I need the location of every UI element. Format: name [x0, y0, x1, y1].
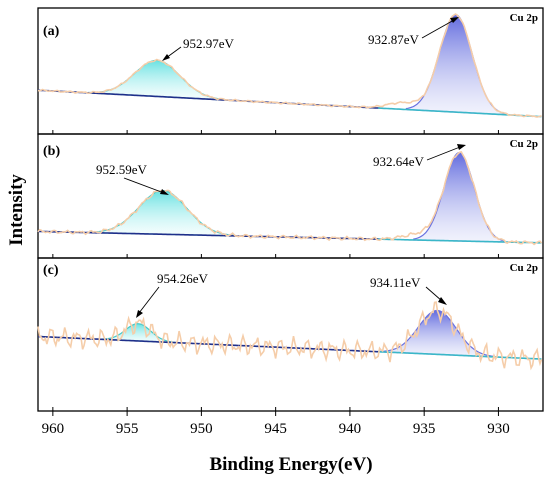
panel-b-peak2-arrow [426, 146, 461, 161]
panel-b-corner-label: Cu 2p [510, 138, 538, 150]
panel-a-peak2-arrowhead [450, 17, 459, 23]
panel-c-peak1-arrowhead [136, 310, 143, 318]
x-tick-label: 960 [42, 421, 65, 437]
panel-a-peak2-arrow [421, 19, 455, 39]
y-axis-label: Intensity [6, 174, 27, 246]
panel-b-peak1-arrowhead [160, 189, 169, 195]
panel-b-peak1-arrow [123, 177, 165, 194]
panel-b-peak2-annotation: 932.64eV [373, 154, 425, 169]
panel-b-peak-2 [413, 152, 505, 243]
panel-c-peak2-annotation: 934.11eV [370, 275, 421, 290]
panel-b-peak2-arrowhead [457, 144, 466, 150]
panel-c-curves [37, 301, 543, 371]
panel-c-corner-label: Cu 2p [510, 262, 538, 274]
x-tick-label: 945 [264, 421, 287, 437]
panel-c-peak1-arrow [138, 286, 160, 314]
panel-a-peak2-annotation: 932.87eV [368, 32, 420, 47]
panel-a-corner-label: Cu 2p [510, 12, 538, 24]
panel-b-label: (b) [43, 144, 60, 159]
panel-a-curves [37, 13, 542, 118]
panel-b-peak1-annotation: 952.59eV [96, 162, 148, 177]
panel-a-raw-data [37, 13, 542, 118]
panel-c-peak1-annotation: 954.26eV [157, 271, 209, 286]
panel-c-label: (c) [43, 263, 59, 278]
curve-layer [37, 13, 543, 371]
x-tick-label: 950 [190, 421, 213, 437]
panel-b-curves [37, 150, 543, 246]
panel-b-raw-data [37, 150, 543, 246]
panel-c-raw-data [37, 301, 543, 371]
x-tick-label: 955 [116, 421, 139, 437]
panel-c-peak2-arrow [425, 286, 443, 302]
x-tick-label: 935 [413, 421, 436, 437]
panel-c-background-right [378, 350, 542, 360]
panel-a-peak-2 [405, 13, 507, 116]
panel-a-peak1-annotation: 952.97eV [183, 36, 235, 51]
annotation-arrows [123, 17, 466, 318]
panel-c-frame [37, 257, 544, 412]
x-tick-label: 930 [487, 421, 510, 437]
panel-a-label: (a) [43, 24, 60, 39]
x-axis-label: Binding Energy(eV) [209, 454, 372, 475]
panel-c-peak-2 [379, 309, 495, 358]
panel-a-peak1-arrowhead [162, 54, 170, 61]
panel-c-peak2-arrowhead [438, 297, 447, 305]
x-tick-label: 940 [339, 421, 362, 437]
x-axis-ticks: 960 955 950 945 940 935 930 [42, 130, 510, 437]
